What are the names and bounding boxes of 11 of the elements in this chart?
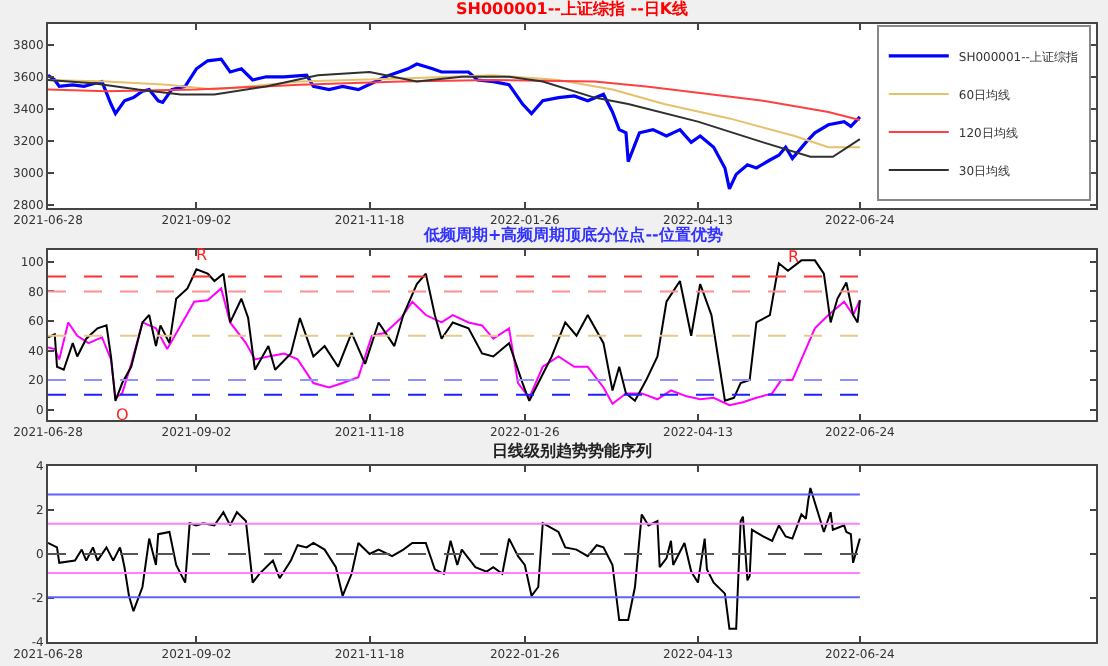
chart-title: SH000001--上证综指 --日K线 [456, 0, 689, 18]
annotation: O [116, 406, 129, 424]
line-series [48, 79, 861, 121]
annotation: R [788, 248, 800, 266]
line-series [48, 57, 862, 191]
line-series [48, 259, 861, 402]
chart-title: 日线级别趋势势能序列 [492, 440, 652, 460]
line-series [48, 487, 861, 630]
chart-title: 低频周期+高频周期顶底分位点--位置优势 [422, 224, 723, 244]
line-series [48, 287, 861, 407]
annotation: R [196, 246, 208, 264]
